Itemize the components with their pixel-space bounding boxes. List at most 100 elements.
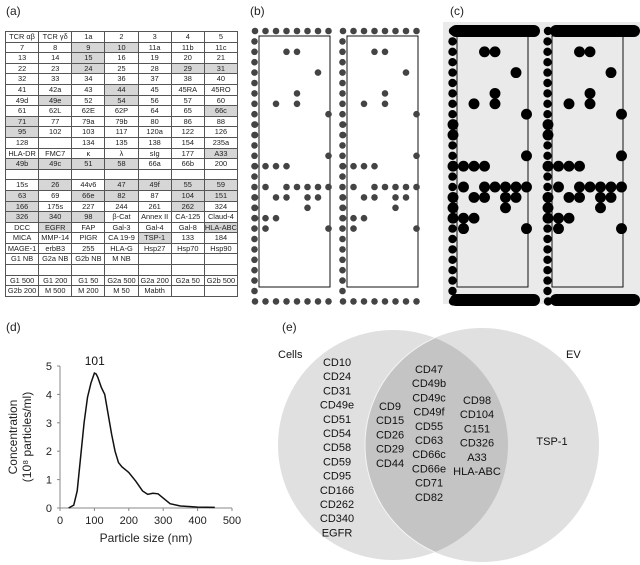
array-border-strip: [450, 25, 540, 37]
array-spot: [605, 67, 617, 79]
table-row: MAGE-1 erbB3 255 HLA-G Hsp27 Hsp70 Hsp90: [4, 242, 239, 255]
table-row: 326 340 98 β-Cat Annex II CA-125 Claud-4: [4, 211, 239, 223]
table-cell: [4, 264, 40, 276]
border-spot: [251, 69, 258, 76]
y-tick-label: 3: [46, 418, 52, 430]
array-spot: [325, 152, 332, 160]
shared-marker: CD47: [415, 364, 443, 376]
array-spot: [339, 214, 347, 222]
array-spot: [251, 194, 259, 201]
array-spot: [339, 162, 347, 170]
border-spot: [339, 27, 347, 35]
border-spot: [543, 47, 552, 56]
border-spot: [543, 110, 552, 119]
panel-label-e: (e): [282, 320, 297, 334]
nta-size-chart: 0 100 200 300 400 500 0 1 2 3 4 5 101 Particle size (…: [6, 354, 241, 545]
panel-label-d: (d): [6, 320, 21, 334]
array-spot: [500, 181, 511, 193]
border-spot: [543, 37, 552, 46]
y-axis-label-units: (10⁸ particles/ml): [20, 392, 34, 482]
overlap-region: [364, 330, 508, 560]
border-spot: [543, 26, 553, 36]
table-cell: [203, 285, 239, 297]
array-spot: [251, 121, 259, 128]
border-spot: [448, 266, 457, 275]
shared-marker: CD9: [379, 401, 401, 413]
cells-only-marker: CD59: [323, 456, 351, 468]
array-spot: [605, 191, 617, 203]
array-spot: [293, 48, 301, 56]
x-axis-label: Particle size (nm): [100, 531, 193, 545]
border-spot: [304, 298, 311, 305]
x-tick-label: 500: [223, 515, 241, 527]
array-spot: [272, 194, 280, 201]
array-spot: [521, 108, 532, 120]
array-spot: [447, 191, 459, 203]
table-row: [4, 264, 239, 276]
array-spot: [293, 90, 301, 97]
x-tick-label: 400: [188, 515, 206, 527]
array-spot: [251, 214, 259, 222]
border-spot: [339, 38, 346, 45]
array-spot: [574, 160, 585, 172]
table-cell: [203, 264, 239, 276]
border-spot: [448, 68, 457, 77]
cells-only-marker: CD58: [323, 442, 351, 454]
x-tick-label: 300: [154, 515, 172, 527]
ev-only-marker: TSP-1: [536, 436, 567, 448]
array-spot: [402, 194, 410, 201]
table-row: 32 33 34 36 37 38 40: [4, 73, 239, 85]
array-border-strip: [550, 294, 640, 306]
border-spot: [251, 246, 258, 253]
array-spot: [447, 202, 459, 214]
border-spot: [325, 298, 332, 305]
border-spot: [381, 298, 389, 305]
array-spot: [325, 183, 332, 191]
array-spot: [304, 194, 311, 201]
cells-only-marker: CD95: [323, 471, 351, 483]
array-spot: [360, 162, 368, 170]
array-spot: [447, 129, 459, 141]
border-spot: [543, 286, 552, 296]
border-spot: [543, 141, 552, 150]
array-spot: [542, 129, 554, 141]
array-spot: [371, 48, 378, 56]
array-spot: [339, 131, 347, 139]
array-spot: [574, 46, 585, 58]
table-row: 49b 49c 51 58 66a 66b 200: [4, 158, 239, 170]
array-spot: [262, 214, 269, 222]
table-row: 71 77 79a 79b 80 86 88: [4, 115, 239, 128]
array-spot: [500, 191, 511, 203]
array-spot: [293, 100, 301, 108]
array-spot: [489, 98, 501, 110]
table-row: 63 69 66e 82 87 104 151: [4, 189, 239, 202]
array-spot: [563, 160, 575, 172]
border-spot: [283, 27, 290, 35]
border-spot: [272, 27, 280, 35]
border-spot: [448, 151, 457, 160]
array-spot: [510, 181, 522, 193]
shared-marker: CD15: [376, 415, 404, 427]
border-spot: [251, 266, 258, 274]
array-spot: [447, 212, 459, 224]
border-spot: [339, 246, 346, 253]
table-row: 22 23 24 25 28 29 31: [4, 62, 239, 75]
array-spot: [304, 183, 311, 191]
array-spot: [325, 225, 332, 232]
array-spot: [413, 225, 420, 232]
border-spot: [543, 68, 552, 77]
array-spot: [251, 204, 259, 212]
array-spot: [458, 223, 469, 235]
y-tick-label: 1: [46, 475, 52, 487]
array-spot: [479, 191, 490, 203]
x-tick-label: 100: [85, 515, 103, 527]
y-axis-label: Concentration: [6, 400, 20, 475]
array-spot: [595, 191, 606, 203]
border-spot: [371, 298, 378, 305]
array-spot: [616, 223, 627, 235]
border-spot: [360, 27, 368, 35]
border-spot: [448, 110, 457, 119]
border-spot: [339, 58, 346, 66]
border-spot: [448, 141, 457, 150]
